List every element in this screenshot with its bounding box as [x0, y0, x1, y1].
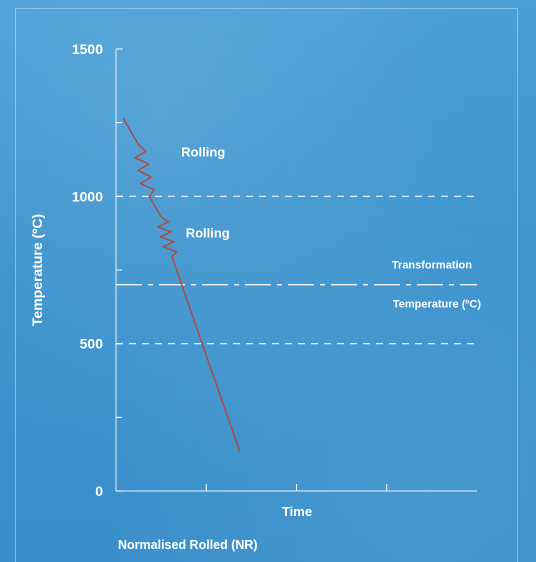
- annotation-rolling: Rolling: [181, 145, 225, 160]
- panel-border: [15, 8, 518, 562]
- y-tick-label: 500: [80, 336, 104, 352]
- y-axis-label: Temperature (ºC): [29, 214, 45, 326]
- x-axis-label: Time: [282, 504, 312, 519]
- y-tick-label: 1000: [72, 188, 103, 204]
- annotation-rolling: Rolling: [186, 226, 230, 241]
- reference-line-label: Temperature (ºC): [393, 299, 481, 311]
- cooling-curve-line: [122, 117, 241, 452]
- y-tick-label: 0: [95, 483, 103, 499]
- reference-line-label: Transformation: [392, 260, 472, 272]
- chart-caption: Normalised Rolled (NR): [118, 538, 258, 552]
- y-tick-label: 1500: [72, 41, 103, 57]
